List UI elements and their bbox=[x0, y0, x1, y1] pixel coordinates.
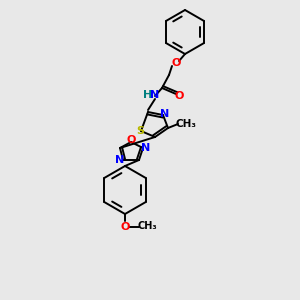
Text: O: O bbox=[120, 222, 130, 232]
Text: N: N bbox=[160, 109, 169, 119]
Text: CH₃: CH₃ bbox=[176, 119, 197, 129]
Text: N: N bbox=[141, 143, 151, 153]
Text: CH₃: CH₃ bbox=[137, 221, 157, 231]
Text: O: O bbox=[126, 135, 136, 145]
Text: O: O bbox=[171, 58, 181, 68]
Text: N: N bbox=[150, 90, 160, 100]
Text: H: H bbox=[143, 90, 153, 100]
Text: N: N bbox=[116, 155, 124, 165]
Text: S: S bbox=[136, 126, 144, 136]
Text: O: O bbox=[174, 91, 184, 101]
